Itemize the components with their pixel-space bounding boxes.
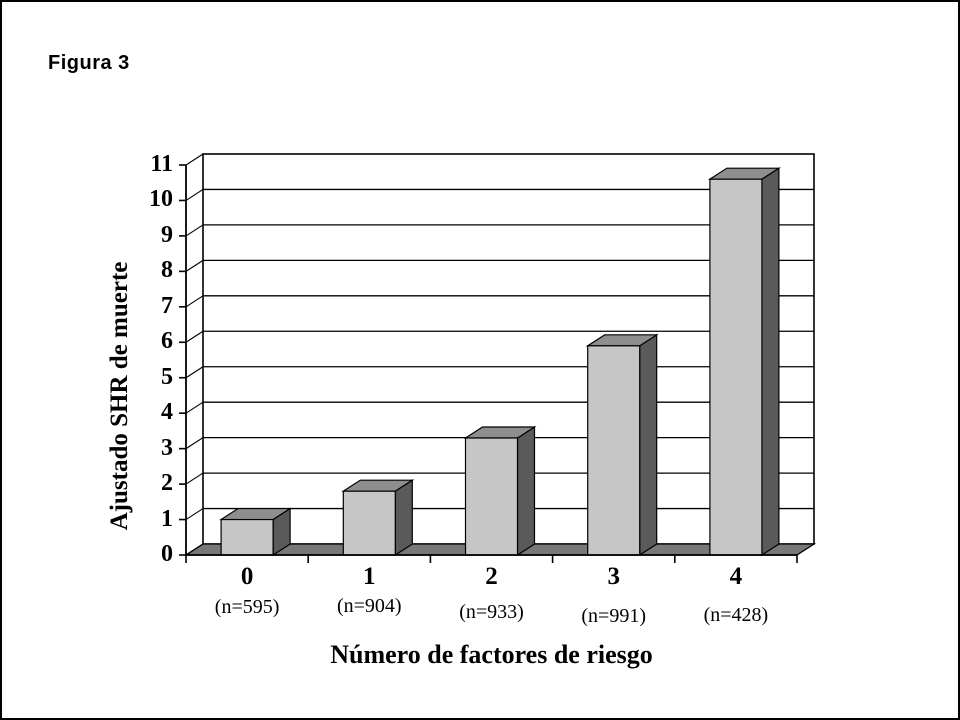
bar-front-face: [587, 345, 641, 556]
depth-connector: [185, 543, 204, 556]
depth-connector: [185, 437, 204, 450]
bar-front-face: [220, 518, 274, 556]
x-category-label: 1: [363, 563, 376, 590]
bar-category-1: [341, 479, 415, 557]
y-tick-label: 9: [161, 221, 173, 248]
bar-category-0: [219, 507, 293, 557]
y-tick-label: 2: [161, 470, 173, 497]
depth-connector: [185, 472, 204, 485]
x-category-label: 4: [729, 563, 743, 590]
count-label: (n=595): [214, 596, 280, 618]
bar-side-face: [394, 479, 413, 557]
depth-connector: [185, 401, 204, 414]
y-tick-label: 10: [149, 186, 173, 213]
bar-front-face: [709, 178, 763, 556]
depth-connector: [185, 366, 204, 379]
y-tick-label: 1: [161, 505, 173, 532]
x-axis-title: Número de factores de riesgo: [330, 640, 653, 669]
count-label: (n=904): [336, 595, 402, 617]
y-tick-label: 0: [161, 541, 173, 567]
depth-connector: [185, 153, 204, 166]
x-category-label: 0: [240, 563, 254, 590]
bar-side-face: [516, 425, 536, 557]
y-tick-label: 6: [161, 328, 173, 355]
y-tick-label: 4: [161, 399, 173, 426]
figure-label: Figura 3: [48, 52, 130, 74]
count-label: (n=991): [581, 605, 646, 627]
y-tick-label: 11: [150, 151, 173, 177]
bar-category-3: [585, 333, 659, 557]
x-category-label: 3: [607, 563, 620, 590]
y-tick-label: 7: [161, 292, 173, 319]
bar-category-4: [707, 167, 781, 557]
bar-side-face: [639, 333, 658, 557]
bar-front-face: [464, 437, 519, 556]
y-tick-label: 5: [161, 363, 173, 390]
depth-connector: [185, 224, 204, 237]
depth-connector: [185, 508, 204, 521]
x-category-label: 2: [485, 563, 498, 590]
count-label: (n=428): [703, 604, 769, 626]
bar-side-face: [761, 167, 780, 557]
y-tick-label: 3: [161, 434, 173, 461]
count-label: (n=933): [459, 601, 524, 623]
bar-category-2: [463, 425, 537, 557]
bar-front-face: [342, 490, 396, 556]
depth-connector: [185, 259, 204, 272]
depth-connector: [185, 330, 204, 343]
depth-connector: [185, 188, 204, 201]
y-tick-label: 8: [161, 257, 173, 284]
depth-connector: [185, 295, 204, 308]
